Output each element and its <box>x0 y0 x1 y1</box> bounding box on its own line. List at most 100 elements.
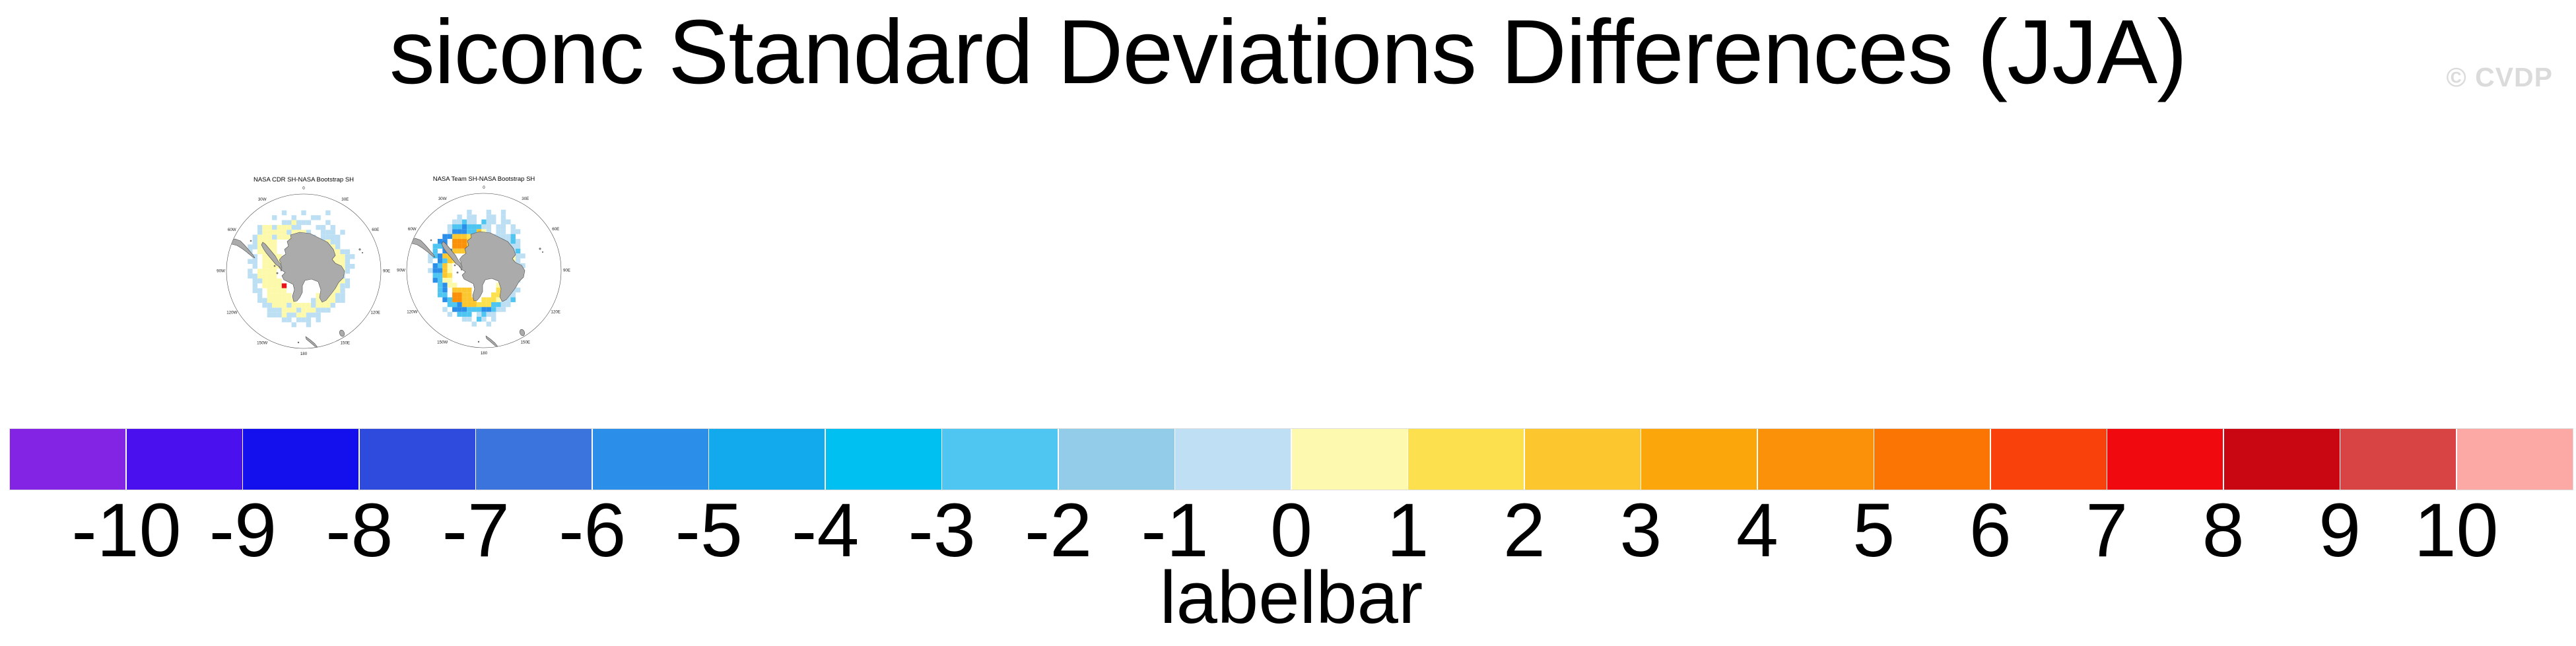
sea-ice-diff-cell <box>267 278 273 284</box>
sea-ice-diff-cell <box>461 219 467 224</box>
page-title: siconc Standard Deviations Differences (… <box>389 1 2187 103</box>
colorbar-tick-label: 6 <box>1969 488 2012 573</box>
sea-ice-diff-cell <box>306 302 312 308</box>
sea-ice-diff-cell <box>301 210 306 216</box>
sea-ice-diff-cell <box>447 263 453 269</box>
sea-ice-diff-cell <box>325 210 331 216</box>
sea-ice-diff-cell <box>306 317 312 323</box>
sea-ice-diff-cell <box>437 243 443 249</box>
sea-ice-diff-cell <box>316 298 321 303</box>
sea-ice-diff-cell <box>457 307 462 312</box>
sea-ice-diff-cell <box>267 269 273 274</box>
sea-ice-diff-cell <box>277 278 282 284</box>
sea-ice-diff-cell <box>325 240 331 245</box>
sea-ice-diff-cell <box>496 297 501 302</box>
sea-ice-diff-cell <box>461 248 467 254</box>
sea-ice-diff-cell <box>316 215 321 220</box>
sea-ice-diff-cell <box>500 219 506 224</box>
sea-ice-diff-cell <box>476 317 482 322</box>
colorbar-segment <box>2340 429 2457 490</box>
sea-ice-diff-cell <box>500 234 506 240</box>
sea-ice-diff-cell <box>272 278 277 284</box>
sea-ice-diff-cell <box>267 283 273 288</box>
sea-ice-diff-cell <box>437 258 443 263</box>
colorbar-tick-label: -2 <box>1024 488 1093 573</box>
sea-ice-diff-cell <box>296 317 302 323</box>
sea-ice-diff-cell <box>510 229 516 234</box>
colorbar-tick-label: 4 <box>1736 488 1779 573</box>
sea-ice-diff-cell <box>330 293 335 298</box>
sea-ice-diff-cell <box>515 229 521 234</box>
sea-ice-diff-cell <box>311 307 316 313</box>
sea-ice-diff-cell <box>345 283 351 288</box>
colorbar-segment <box>1757 429 1874 490</box>
sea-ice-diff-cell <box>287 317 292 323</box>
sea-ice-diff-cell <box>291 302 296 308</box>
sea-ice-diff-cell <box>452 229 458 234</box>
sea-ice-diff-cell <box>340 298 345 303</box>
sea-ice-diff-cell <box>272 240 277 245</box>
sea-ice-diff-cell <box>272 298 277 303</box>
sea-ice-diff-cell <box>316 312 321 318</box>
sea-ice-diff-cell <box>291 215 296 220</box>
sea-ice-diff-cell <box>272 230 277 235</box>
sea-ice-diff-cell <box>267 240 273 245</box>
colorbar-tick-label: -8 <box>325 488 393 573</box>
colorbar-tick-label: 10 <box>2414 488 2499 573</box>
sea-ice-diff-cell <box>320 307 326 313</box>
sea-ice-diff-cell <box>447 282 453 288</box>
sea-ice-diff-cell <box>325 220 331 225</box>
colorbar-segment <box>1524 429 1641 490</box>
colorbar-segment <box>1058 429 1174 490</box>
sea-ice-diff-cell <box>252 288 257 294</box>
colorbar-segment <box>1408 429 1524 490</box>
sea-ice-diff-cell <box>471 214 477 220</box>
sea-ice-diff-cell <box>467 311 472 317</box>
sea-ice-diff-cell <box>252 273 257 279</box>
sea-ice-diff-cell <box>330 234 335 240</box>
colorbar-segment <box>942 429 1058 490</box>
longitude-label: 180 <box>481 351 488 356</box>
longitude-label: 60W <box>408 227 417 232</box>
sea-ice-diff-cell <box>506 302 511 307</box>
sea-ice-diff-cell <box>461 317 467 322</box>
sea-ice-diff-cell <box>437 253 443 259</box>
sea-ice-diff-cell <box>467 287 472 293</box>
sea-ice-diff-cell <box>272 224 277 230</box>
sea-ice-diff-cell <box>262 269 267 274</box>
sea-ice-diff-cell <box>272 234 277 240</box>
sea-ice-diff-cell <box>506 219 511 224</box>
colorbar-tick-label: 3 <box>1619 488 1662 573</box>
sea-ice-diff-cell <box>296 312 302 318</box>
longitude-label: 90W <box>217 269 225 274</box>
sea-ice-diff-cell <box>510 239 516 244</box>
colorbar-segment <box>2223 429 2340 490</box>
sea-ice-diff-cell <box>330 302 335 308</box>
sea-ice-diff-cell <box>267 273 273 279</box>
sea-ice-diff-cell <box>442 263 448 269</box>
sea-ice-diff-cell <box>452 302 458 307</box>
sea-ice-diff-cell <box>345 269 351 274</box>
polar-map-nasa-team: 0 30E 60E 90E 120E 150E 180 150W 120W 90W 60W 30W <box>397 185 570 356</box>
sea-ice-diff-cell <box>281 210 287 216</box>
sea-ice-diff-cell <box>316 317 321 323</box>
sea-ice-diff-cell <box>262 249 267 255</box>
sea-ice-diff-cell <box>520 263 525 269</box>
sea-ice-diff-cell <box>447 234 453 240</box>
sea-ice-diff-cell <box>491 317 496 322</box>
sea-ice-diff-cell <box>330 298 335 303</box>
sea-ice-diff-cell <box>330 240 335 245</box>
sea-ice-diff-cell <box>500 229 506 234</box>
longitude-label: 90E <box>383 269 390 274</box>
longitude-label: 150W <box>257 340 267 345</box>
sea-ice-diff-cell <box>252 244 257 249</box>
longitude-label: 0 <box>302 186 305 191</box>
sea-ice-diff-cell <box>345 249 351 255</box>
sea-ice-diff-cell <box>345 263 351 269</box>
sea-ice-diff-cell <box>491 292 496 298</box>
colorbar-segment <box>359 429 475 490</box>
sea-ice-diff-cell <box>496 307 501 312</box>
sea-ice-diff-cell <box>248 273 253 279</box>
sea-ice-diff-cell <box>510 234 516 240</box>
sea-ice-diff-cell <box>452 297 458 302</box>
